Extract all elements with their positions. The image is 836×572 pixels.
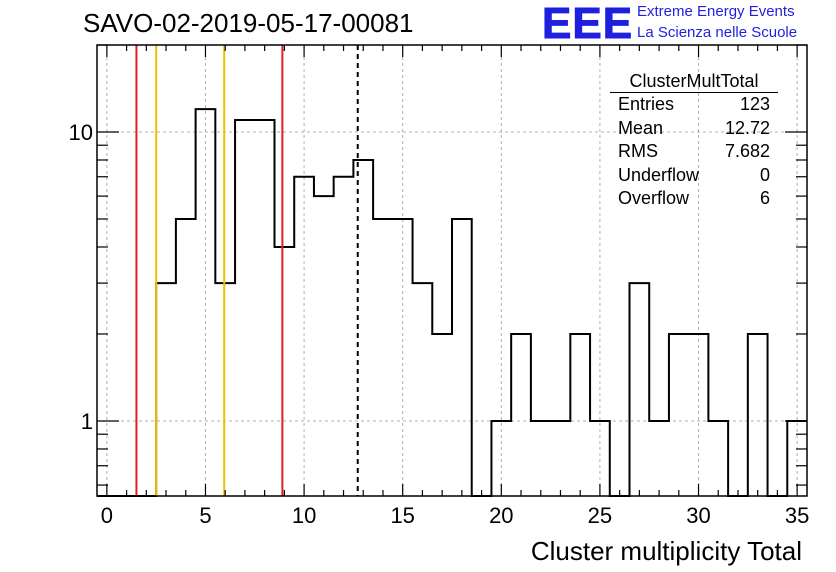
histogram-bin [669, 334, 689, 496]
stats-label: Underflow [618, 164, 700, 185]
logo-line-2: La Scienza nelle Scuole [637, 24, 798, 41]
histogram-bin [570, 334, 590, 496]
histogram-bin [432, 334, 452, 496]
stats-row-overflow: Overflow 6 [610, 187, 778, 211]
stats-row-mean: Mean 12.72 [610, 117, 778, 141]
stats-label: Overflow [618, 188, 690, 208]
x-tick-label: 0 [101, 503, 113, 528]
y-tick-label: 1 [81, 409, 93, 434]
eee-logo: EEE [541, 0, 634, 48]
histogram-bin [413, 283, 433, 496]
histogram-bin [235, 120, 255, 496]
x-tick-label: 15 [390, 503, 414, 528]
histogram-bin [630, 283, 650, 496]
x-axis-label: Cluster multiplicity Total [531, 536, 802, 566]
histogram-bin [551, 421, 571, 496]
histogram-series [97, 108, 807, 497]
histogram-bin [196, 109, 216, 496]
histogram-bin [452, 219, 472, 496]
stats-row-rms: RMS 7.682 [610, 140, 778, 164]
stats-label: Mean [618, 117, 664, 138]
histogram-bin [334, 177, 354, 496]
x-tick-label: 5 [199, 503, 211, 528]
x-tick-label: 20 [489, 503, 513, 528]
stats-value: 12.72 [724, 117, 770, 138]
histogram-bin [294, 177, 314, 496]
x-tick-label: 25 [588, 503, 612, 528]
stats-value: 7.682 [724, 141, 770, 161]
histogram-bin [373, 219, 393, 496]
chart-title: SAVO-02-2019-05-17-00081 [83, 8, 414, 38]
stats-row-underflow: Underflow 0 [610, 164, 778, 188]
stats-row-entries: Entries 123 [610, 93, 778, 117]
logo-line-1: Extreme Energy Events [637, 3, 795, 20]
histogram-bin [511, 334, 531, 496]
histogram-bin [393, 219, 413, 496]
x-tick-label: 30 [686, 503, 710, 528]
histogram-bin [708, 421, 728, 496]
histogram-bin [176, 219, 196, 496]
stats-label: RMS [618, 141, 658, 161]
histogram-bin [689, 334, 709, 496]
x-tick-label: 35 [785, 503, 809, 528]
stats-value: 0 [759, 164, 770, 185]
histogram-bin [748, 334, 768, 496]
histogram-bin [649, 421, 669, 496]
histogram-bin [275, 247, 295, 496]
histogram-bin [255, 120, 275, 496]
histogram-bin [156, 283, 176, 496]
histogram-bin [314, 196, 334, 496]
y-tick-label: 10 [69, 120, 93, 145]
histogram-bin [531, 421, 551, 496]
stats-value: 6 [759, 188, 770, 208]
plot-frame [96, 44, 808, 497]
x-tick-label: 10 [292, 503, 316, 528]
histogram-bin [353, 160, 373, 496]
stats-box: ClusterMultTotal Entries 123 Mean 12.72 RM… [610, 70, 778, 211]
stats-header: ClusterMultTotal [610, 70, 778, 93]
stats-value: 123 [739, 94, 770, 114]
stats-label: Entries [618, 94, 675, 114]
